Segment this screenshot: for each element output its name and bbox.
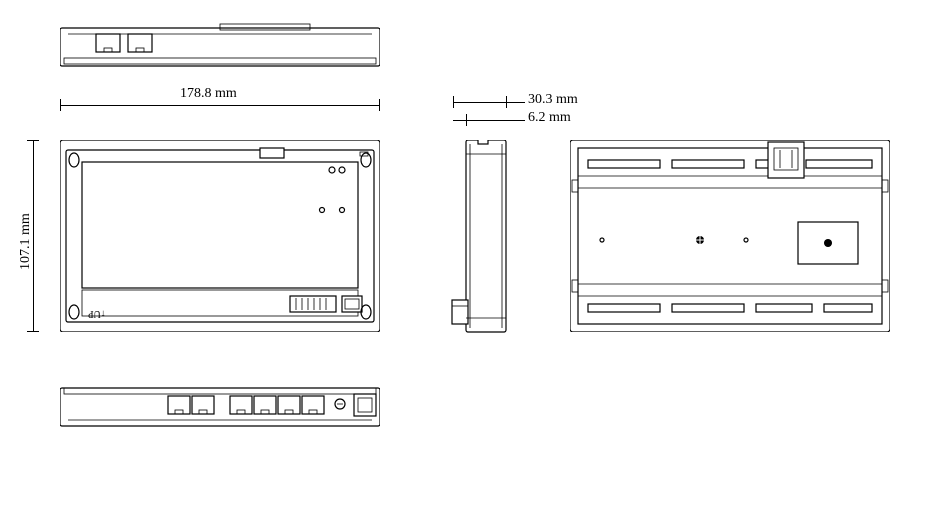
side-top-button: [478, 140, 488, 144]
front-port-square: [342, 296, 362, 312]
dim-tab-label: 6.2 mm: [528, 110, 571, 126]
dim-height-label: 107.1 mm: [18, 213, 34, 270]
rear-label-plate: [798, 222, 858, 264]
dim-height-tick-t: [27, 140, 39, 141]
dim-width-tick-r: [379, 99, 380, 111]
rear-slot-t4: [806, 160, 872, 168]
rear-slot-t1: [588, 160, 660, 168]
dim-depth-t1: [453, 96, 454, 108]
front-port-strip: [290, 296, 336, 312]
rear-screw-1: [696, 236, 704, 244]
dim-depth-line1: [453, 102, 525, 103]
top-rj45-1: [96, 34, 120, 52]
dim-depth-label: 30.3 mm: [528, 92, 578, 108]
rear-slot-b3: [756, 304, 812, 312]
view-side: [450, 140, 510, 340]
view-bottom-edge: [60, 380, 380, 434]
front-up-label: ↑UP: [88, 308, 106, 319]
rear-slot-t2: [672, 160, 744, 168]
dim-depth-t2: [506, 96, 507, 108]
view-top-edge: [60, 20, 380, 74]
view-rear: [570, 140, 890, 332]
dim-depth-t3: [466, 114, 467, 126]
rear-din-clip: [768, 142, 804, 178]
bottom-power-port: [354, 394, 376, 416]
top-rj45-2: [128, 34, 152, 52]
front-top-notch: [260, 148, 284, 158]
rear-slot-b1: [588, 304, 660, 312]
dim-height-tick-b: [27, 331, 39, 332]
drawing-stage: 178.8 mm 107.1 mm 30.3 mm 6.2 mm: [0, 0, 950, 510]
dim-width-tick-l: [60, 99, 61, 111]
rear-slot-b2: [672, 304, 744, 312]
view-front: ↑UP: [60, 140, 380, 332]
side-flange: [452, 300, 468, 324]
dim-width-label: 178.8 mm: [180, 86, 237, 102]
rear-slot-b4: [824, 304, 872, 312]
dim-width-line: [60, 105, 380, 106]
dim-depth-line2: [453, 120, 525, 121]
